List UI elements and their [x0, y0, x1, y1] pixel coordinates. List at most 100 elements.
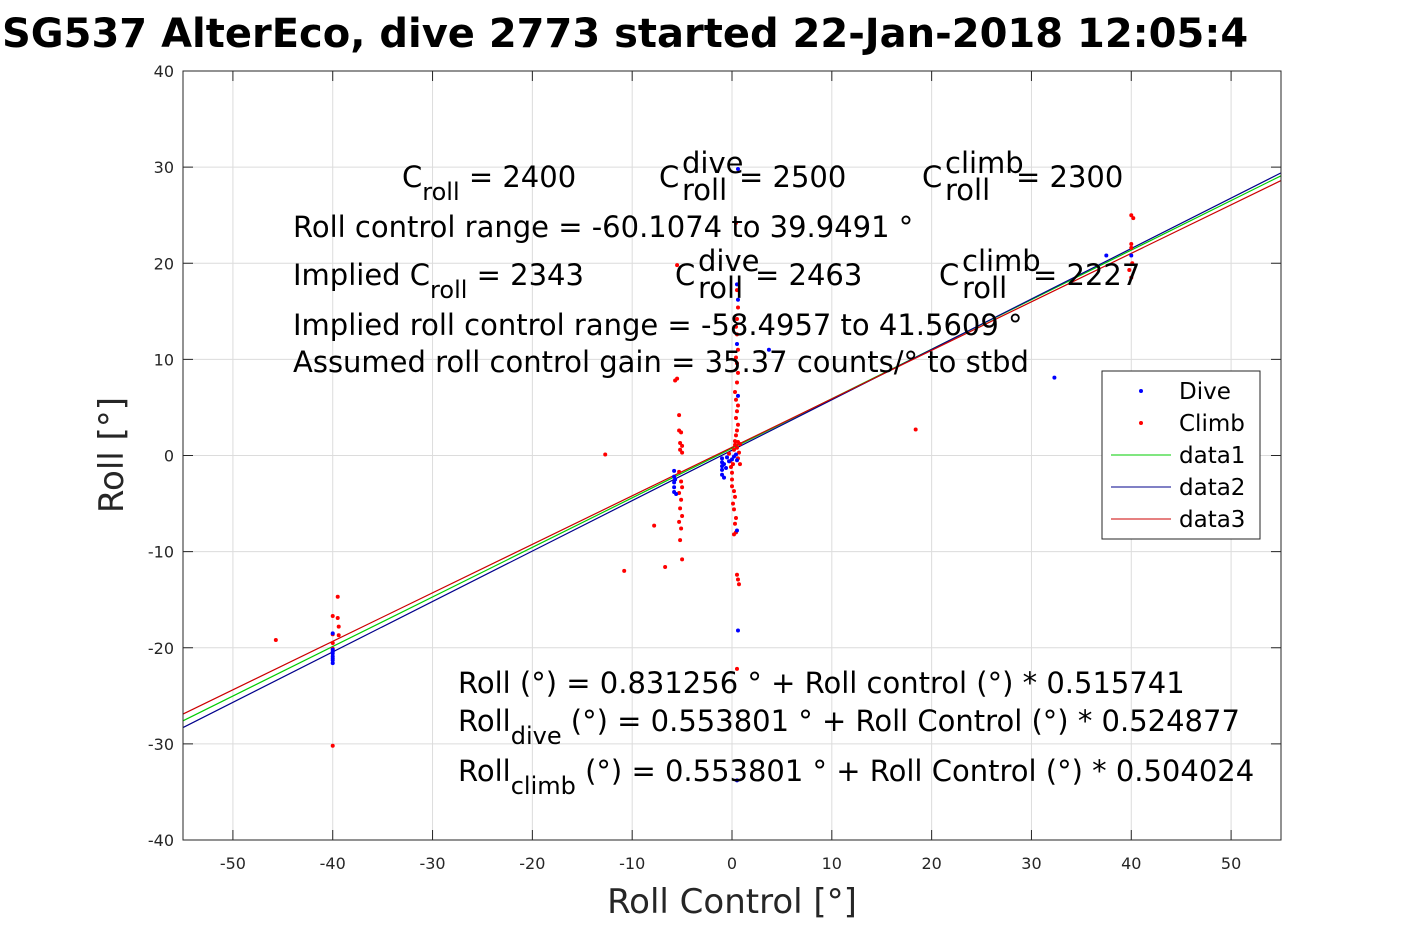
climb-point	[734, 317, 739, 322]
climb-point	[330, 743, 335, 748]
climb-point	[1131, 216, 1136, 221]
annotation-implied-climb-value: = 2227	[1033, 258, 1140, 292]
dive-point	[1104, 253, 1109, 258]
climb-point	[731, 447, 736, 452]
climb-point	[735, 403, 740, 408]
climb-point	[734, 428, 739, 433]
dive-point	[330, 661, 335, 666]
dive-point	[734, 282, 739, 287]
climb-point	[730, 501, 735, 506]
fit-lines	[182, 172, 1282, 729]
climb-point	[680, 443, 685, 448]
climb-point	[678, 447, 683, 452]
climb-point	[730, 477, 734, 482]
climb-point	[732, 390, 737, 395]
x-tick-label: -10	[619, 854, 645, 873]
climb-point	[736, 450, 741, 455]
climb-point	[733, 515, 738, 520]
dive-point	[734, 341, 739, 346]
y-tick-label: 20	[154, 254, 174, 273]
climb-point	[675, 376, 680, 381]
annotation-implied-dive-sup: dive	[698, 244, 759, 278]
dive-point	[672, 485, 677, 490]
dive-point	[733, 452, 738, 457]
dive-point	[735, 628, 740, 633]
tick-labels: -50 -40 -30 -20 -10 0 10 20 30 40 50 -40 -30 -20 -10 0 1…	[148, 62, 1241, 873]
annotation-implied-climb: C	[939, 258, 959, 292]
dive-point	[727, 459, 732, 464]
annotation-croll-dive: C	[659, 160, 679, 194]
dive-point	[330, 631, 335, 636]
chart-title: SG537 AlterEco, dive 2773 started 22-Jan…	[2, 11, 1248, 57]
dive-point	[1129, 253, 1134, 258]
annotation-implied-climb-sub: roll	[962, 271, 1007, 305]
climb-point	[734, 445, 739, 450]
climb-point	[677, 469, 682, 474]
climb-point	[733, 355, 738, 360]
data-points	[273, 167, 1136, 783]
climb-point	[913, 427, 918, 432]
climb-point	[336, 624, 341, 629]
climb-point	[335, 594, 340, 599]
climb-point	[680, 450, 685, 455]
annotation-croll: Croll = 2400	[402, 160, 576, 206]
climb-point	[733, 220, 738, 225]
y-axis-label: Roll [°]	[92, 397, 132, 513]
climb-point	[675, 263, 680, 268]
climb-point	[731, 489, 736, 494]
x-tick-label: 40	[1121, 854, 1141, 873]
dive-point	[734, 778, 739, 783]
dive-point	[735, 393, 740, 398]
climb-point	[1127, 267, 1132, 272]
climb-point	[680, 485, 685, 490]
annotation-implied-croll: Implied Croll = 2343	[293, 258, 584, 304]
y-tick-label: -40	[148, 831, 174, 850]
climb-point	[735, 347, 740, 352]
climb-point	[735, 577, 740, 582]
climb-point	[1129, 242, 1134, 247]
annotation-croll-dive-sub: roll	[682, 173, 727, 207]
y-tick-label: 10	[154, 350, 174, 369]
dive-point	[734, 458, 739, 463]
x-axis-label: Roll Control [°]	[607, 882, 857, 922]
climb-point	[330, 640, 335, 645]
climb-point	[678, 506, 683, 511]
annotation-croll-dive-sup: dive	[682, 146, 743, 180]
climb-point	[273, 638, 278, 643]
climb-point	[335, 615, 340, 620]
climb-point	[734, 361, 739, 366]
y-tick-label: -10	[148, 543, 174, 562]
y-tick-label: 0	[164, 447, 174, 466]
dive-point	[766, 347, 771, 352]
dive-point	[674, 491, 679, 496]
annotation-croll-dive-value: = 2500	[739, 160, 846, 194]
y-tick-label: -30	[148, 735, 174, 754]
annotation-range: Roll control range = -60.1074 to 39.9491…	[293, 210, 913, 244]
climb-point	[735, 305, 740, 310]
dive-point	[722, 475, 727, 480]
legend-label-climb: Climb	[1179, 411, 1245, 437]
climb-point	[736, 582, 741, 587]
dive-point	[722, 462, 727, 467]
annotation-fit-climb: Rollclimb (°) = 0.553801 ° + Roll Contro…	[458, 754, 1254, 800]
climb-point	[727, 451, 732, 456]
climb-point	[737, 462, 742, 467]
climb-point	[732, 494, 737, 499]
climb-point	[330, 614, 335, 619]
annotation-gain: Assumed roll control gain = 35.37 counts…	[293, 345, 1029, 379]
climb-point	[734, 666, 739, 671]
fit-line-data3	[182, 180, 1282, 715]
climb-point	[733, 416, 738, 421]
annotation-croll-climb-value: = 2300	[1016, 160, 1123, 194]
climb-point	[733, 324, 738, 329]
dive-point	[672, 468, 677, 473]
dive-point	[720, 456, 725, 461]
climb-point	[679, 479, 684, 484]
legend-label-data2: data2	[1179, 475, 1245, 501]
climb-point	[678, 441, 683, 446]
climb-point	[735, 370, 740, 375]
x-tick-label: 0	[727, 854, 737, 873]
dive-point	[724, 465, 729, 470]
climb-point	[730, 470, 734, 475]
climb-point	[734, 380, 739, 385]
